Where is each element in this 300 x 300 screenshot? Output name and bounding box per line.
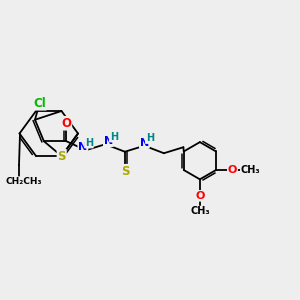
Text: CH₃: CH₃ — [190, 206, 210, 216]
Text: CH₃: CH₃ — [241, 165, 260, 175]
Text: H: H — [110, 132, 118, 142]
Text: H: H — [85, 138, 93, 148]
Text: N: N — [78, 142, 88, 152]
Text: CH₂CH₃: CH₂CH₃ — [6, 177, 42, 186]
Text: H: H — [146, 133, 154, 143]
Text: S: S — [121, 165, 129, 178]
Text: S: S — [58, 150, 66, 163]
Text: O: O — [195, 191, 205, 201]
Text: N: N — [140, 138, 149, 148]
Text: O: O — [61, 117, 71, 130]
Text: O: O — [228, 165, 237, 175]
Text: Cl: Cl — [33, 97, 46, 110]
Text: N: N — [104, 136, 113, 146]
